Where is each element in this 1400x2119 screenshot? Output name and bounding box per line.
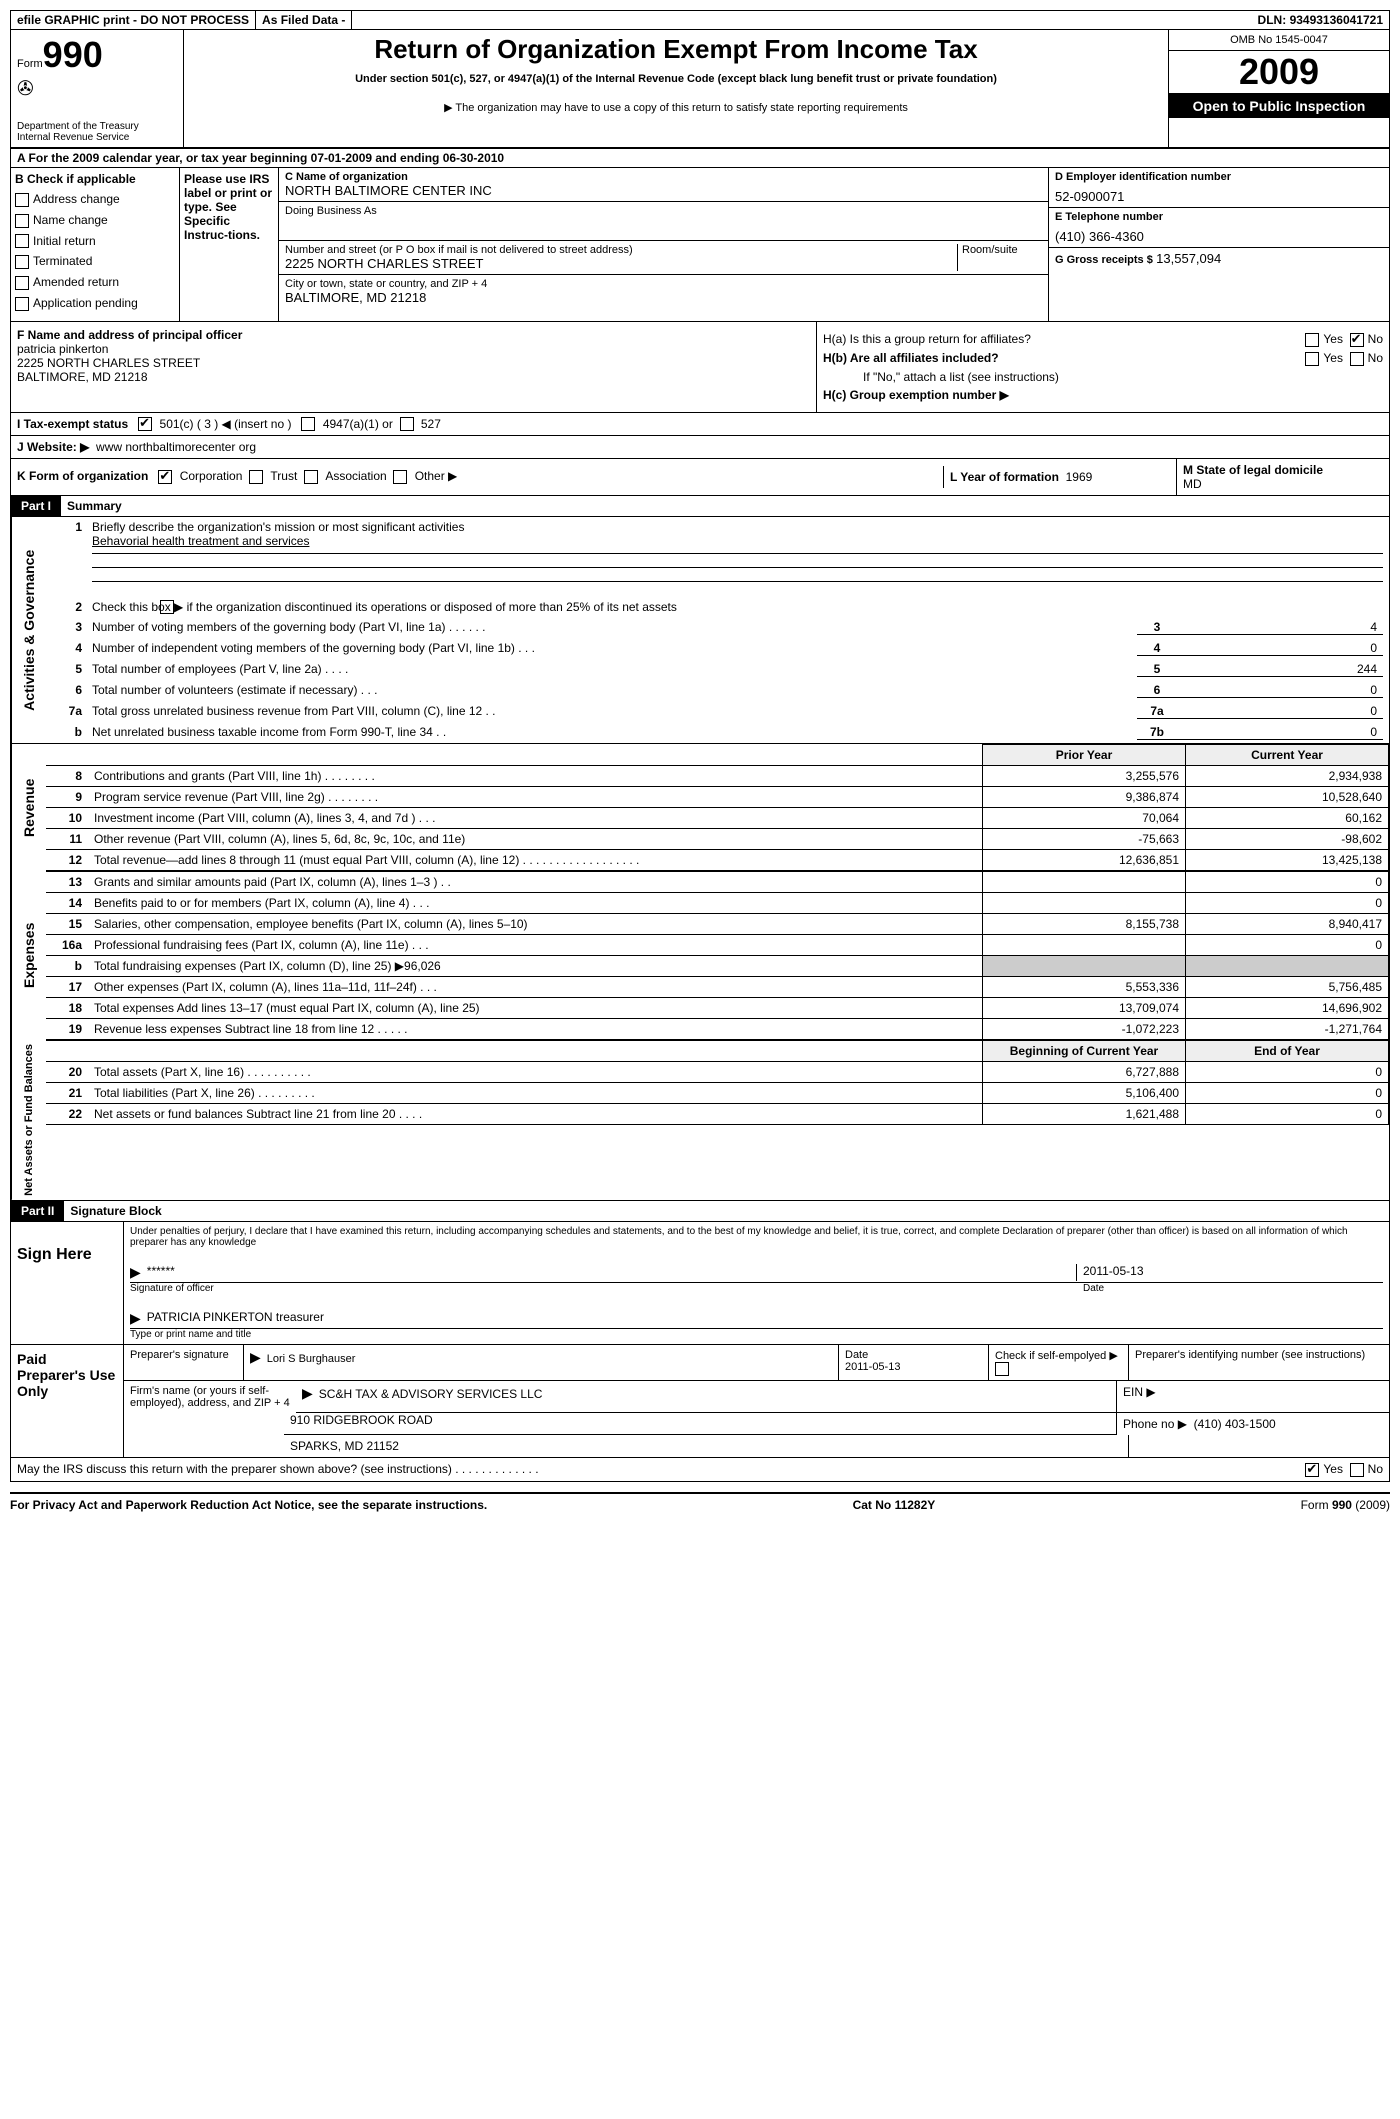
perjury-text: Under penalties of perjury, I declare th… (130, 1226, 1383, 1248)
paid-preparer-label: Paid Preparer's Use Only (11, 1345, 123, 1457)
row-i: I Tax-exempt status 501(c) ( 3 ) ◀ (inse… (11, 412, 1389, 435)
vlabel-governance: Activities & Governance (11, 517, 46, 744)
form-id-block: Form990 ✇ Department of the Treasury Int… (11, 30, 184, 147)
net-table: Beginning of Current YearEnd of Year 20T… (46, 1040, 1389, 1125)
vlabel-expenses: Expenses (11, 871, 46, 1040)
section-defg: D Employer identification number 52-0900… (1048, 168, 1389, 321)
section-c: C Name of organization NORTH BALTIMORE C… (279, 168, 1048, 321)
vlabel-net: Net Assets or Fund Balances (11, 1040, 46, 1200)
row-klm: K Form of organization Corporation Trust… (11, 458, 1389, 495)
irs-label-note: Please use IRS label or print or type. S… (180, 168, 279, 321)
section-b: B Check if applicable Address change Nam… (11, 168, 180, 321)
section-h: H(a) Is this a group return for affiliat… (817, 322, 1389, 412)
part2-header: Part II Signature Block (11, 1200, 1389, 1221)
dln: DLN: 93493136041721 (1252, 11, 1389, 29)
form-title-block: Return of Organization Exempt From Incom… (184, 30, 1169, 147)
page-footer: For Privacy Act and Paperwork Reduction … (10, 1492, 1390, 1512)
revenue-table: Prior YearCurrent Year 8Contributions an… (46, 744, 1389, 871)
year-block: OMB No 1545-0047 2009 Open to Public Ins… (1169, 30, 1389, 147)
as-filed: As Filed Data - (256, 11, 352, 29)
row-j: J Website: ▶ www northbaltimorecenter or… (11, 435, 1389, 458)
sign-here-label: Sign Here (11, 1222, 123, 1344)
vlabel-revenue: Revenue (11, 744, 46, 871)
part1-header: Part I Summary (11, 495, 1389, 516)
expenses-table: 13Grants and similar amounts paid (Part … (46, 871, 1389, 1040)
efile-notice: efile GRAPHIC print - DO NOT PROCESS (11, 11, 256, 29)
top-bar: efile GRAPHIC print - DO NOT PROCESS As … (10, 10, 1390, 30)
discuss-row: May the IRS discuss this return with the… (11, 1457, 1389, 1481)
section-a: A For the 2009 calendar year, or tax yea… (11, 148, 1389, 167)
section-f: F Name and address of principal officer … (11, 322, 817, 412)
